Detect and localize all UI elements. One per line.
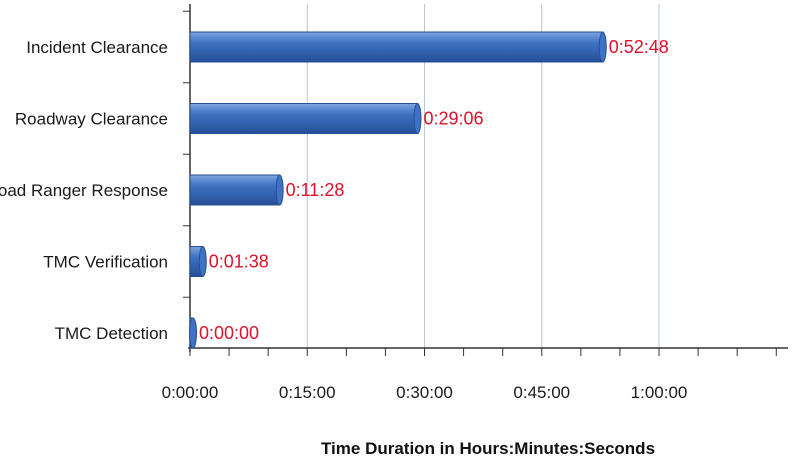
bars — [189, 31, 607, 349]
category-label: Incident Clearance — [26, 38, 168, 57]
category-label: TMC Detection — [55, 324, 168, 343]
bar-group — [189, 317, 197, 349]
bar-end-cap — [198, 246, 207, 277]
bar — [189, 174, 281, 206]
x-tick-label: 1:00:00 — [631, 383, 688, 402]
bar-group — [189, 174, 284, 206]
bar-end-cap — [598, 31, 607, 63]
bar — [189, 31, 604, 63]
bar-group — [189, 31, 607, 63]
data-label: 0:00:00 — [199, 323, 259, 343]
x-tick-label: 0:45:00 — [513, 383, 570, 402]
data-label: 0:11:28 — [286, 180, 345, 200]
bar-end-cap — [275, 174, 284, 206]
x-tick-label: 0:15:00 — [279, 383, 336, 402]
bar-group — [189, 246, 207, 277]
bar-group — [189, 103, 422, 134]
x-tick-label: 0:30:00 — [396, 383, 453, 402]
data-label: 0:52:48 — [609, 37, 669, 57]
data-label: 0:01:38 — [209, 252, 269, 272]
labels: 0:00:00 0:15:00 0:30:00 0:45:00 1:00:00 Incid… — [0, 37, 687, 402]
data-label: 0:29:06 — [423, 109, 483, 129]
bar-end-cap — [189, 317, 197, 349]
category-label: Roadway Clearance — [15, 110, 168, 129]
bar-end-cap — [413, 103, 422, 134]
bar — [189, 103, 418, 134]
category-label: TMC Verification — [43, 253, 168, 272]
category-label: Road Ranger Response — [0, 181, 168, 200]
x-axis-title: Time Duration in Hours:Minutes:Seconds — [321, 439, 655, 458]
x-tick-label: 0:00:00 — [162, 383, 219, 402]
